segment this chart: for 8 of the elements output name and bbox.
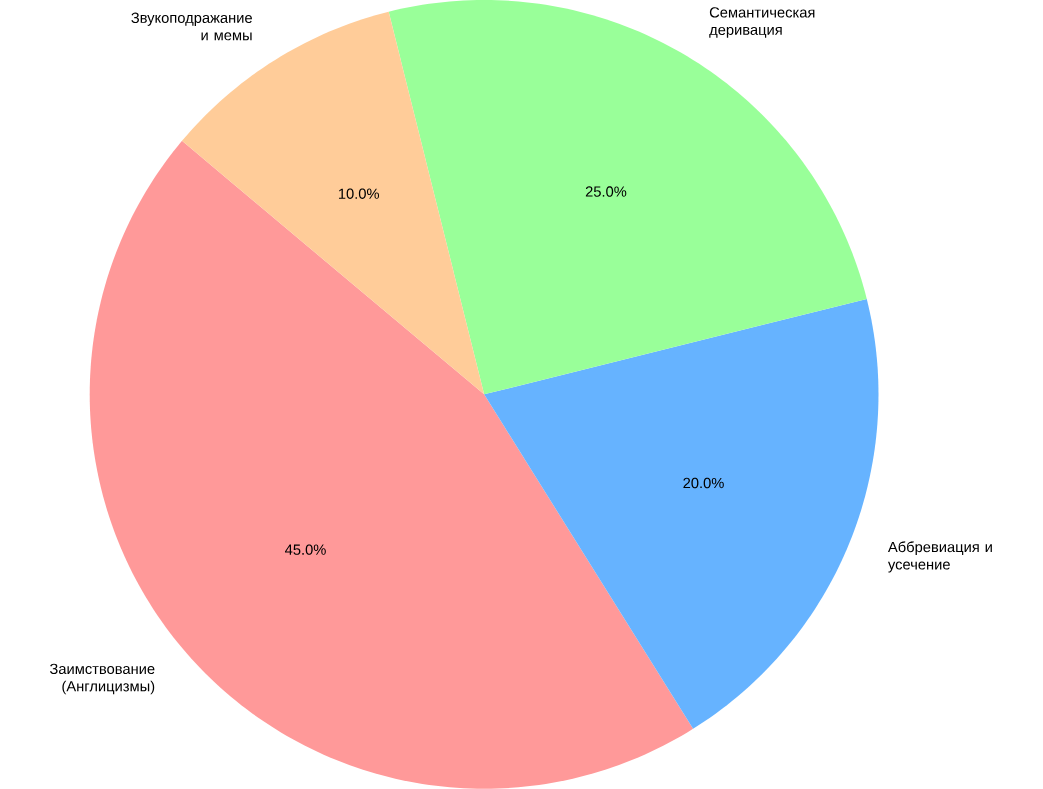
data-label: 10.0% (338, 188, 380, 200)
slice-label: Заимствование (Англицизмы) (49, 663, 155, 695)
data-label: 45.0% (285, 544, 326, 555)
slice-label: Семантическая деривация (709, 7, 815, 38)
data-label: 25.0% (585, 186, 627, 197)
data-label: 20.0% (683, 477, 724, 489)
slice-label: Аббревиация и усечение (887, 541, 992, 573)
slice-label: Звукоподражание и мемы (131, 12, 252, 41)
